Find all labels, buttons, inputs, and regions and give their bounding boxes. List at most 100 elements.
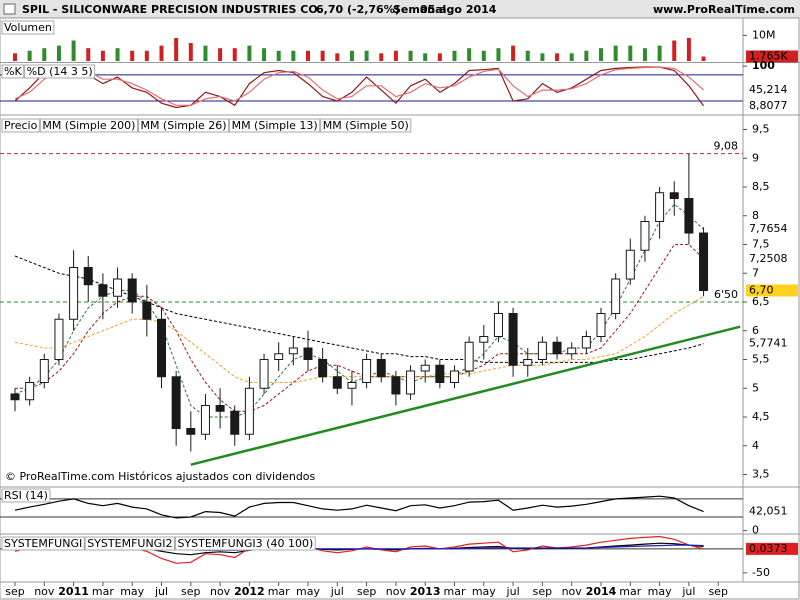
legend-box xyxy=(39,118,138,133)
legend-box xyxy=(1,64,25,79)
y-tick-label: 10M xyxy=(752,28,776,41)
volume-bar xyxy=(408,50,413,61)
y-tick-label: -50 xyxy=(752,566,770,579)
candle-body xyxy=(318,359,328,378)
series-line xyxy=(15,244,704,412)
value-marker-label: 42,051 xyxy=(749,505,788,518)
candle-body xyxy=(25,382,35,401)
candle-body xyxy=(69,267,79,320)
volume-bar xyxy=(276,50,281,61)
candle-body xyxy=(552,341,562,355)
legend-box xyxy=(24,64,96,79)
volume-bar xyxy=(144,50,149,61)
volume-bar xyxy=(599,48,603,61)
legend-label: MM (Simple 50) xyxy=(323,119,409,132)
volume-bar xyxy=(511,45,516,61)
candle-body xyxy=(640,221,650,251)
header-bar xyxy=(0,0,800,18)
legend-label: Volumen xyxy=(4,21,52,34)
legend-box xyxy=(229,118,321,133)
legend-box xyxy=(174,536,316,551)
volume-bar xyxy=(379,53,384,61)
candle-body xyxy=(508,313,518,366)
value-marker xyxy=(746,337,798,350)
volume-bar xyxy=(701,56,706,61)
candle-body xyxy=(493,313,503,337)
candle-body xyxy=(450,370,459,383)
candle-body xyxy=(684,198,694,234)
series-line xyxy=(14,66,704,106)
candle-body xyxy=(537,341,547,360)
candle-body xyxy=(171,376,181,429)
candle-body xyxy=(142,301,152,320)
candle-body xyxy=(669,192,679,199)
legend-label: RSI (14) xyxy=(4,489,48,502)
x-tick-label: sep xyxy=(181,585,200,598)
volume-bar xyxy=(262,48,267,61)
volume-bar xyxy=(364,50,369,61)
y-tick-label: 3,5 xyxy=(752,468,770,481)
candle-body xyxy=(244,387,254,435)
candle-body xyxy=(54,318,64,360)
level-label: 9,08 xyxy=(714,140,739,153)
value-marker-label: 7,7654 xyxy=(749,222,788,235)
candle-body xyxy=(113,278,123,297)
candle-body xyxy=(611,278,621,314)
candle-body xyxy=(699,232,709,291)
value-marker-label: 7,2508 xyxy=(749,252,788,265)
x-tick-label: 2012 xyxy=(234,585,265,598)
value-marker-label: 5,7741 xyxy=(749,337,788,350)
x-tick-label: may xyxy=(472,585,496,598)
volume-bar xyxy=(71,40,76,61)
level-label: 6'50 xyxy=(714,288,738,301)
legend-box xyxy=(1,118,40,133)
volume-bar xyxy=(306,50,310,61)
legend-label: SYSTEMFUNGI xyxy=(4,537,82,550)
candle-body xyxy=(215,405,225,412)
volume-bar xyxy=(525,50,530,61)
volume-bar xyxy=(56,45,61,61)
volume-bar xyxy=(349,50,354,61)
volume-bar xyxy=(42,48,47,61)
legend-label: SYSTEMFUNGI3 (40 100) xyxy=(177,537,313,550)
candle-body xyxy=(655,192,665,222)
y-tick-label: 100 xyxy=(752,59,775,72)
volume-bar xyxy=(188,43,193,61)
volume-bar xyxy=(628,45,633,61)
x-tick-label: nov xyxy=(210,585,231,598)
x-tick-label: may xyxy=(120,585,144,598)
candle-body xyxy=(596,313,606,337)
y-tick-label: 0 xyxy=(752,524,759,537)
volume-bar xyxy=(613,45,618,61)
candle-body xyxy=(10,393,20,401)
x-tick-label: nov xyxy=(34,585,55,598)
candle-body xyxy=(347,382,357,389)
candle-body xyxy=(376,359,386,378)
value-marker xyxy=(746,223,798,236)
volume-bar xyxy=(496,48,501,61)
trendline xyxy=(190,325,741,466)
candle-body xyxy=(200,405,210,435)
legend-box xyxy=(1,536,85,551)
legend-label: MM (Simple 26) xyxy=(140,119,226,132)
candle-body xyxy=(98,284,108,297)
volume-bar xyxy=(218,48,223,61)
candle-body xyxy=(230,410,240,435)
y-tick-label: 5 xyxy=(752,381,759,394)
volume-bar xyxy=(100,50,105,61)
candle-body xyxy=(523,359,533,366)
y-tick-label: 4,5 xyxy=(752,410,770,423)
candle-body xyxy=(420,364,430,372)
legend-box xyxy=(320,118,412,133)
candle-body xyxy=(332,376,342,389)
x-tick-label: mar xyxy=(444,585,466,598)
y-tick-label: 8,5 xyxy=(752,180,770,193)
candle-body xyxy=(127,278,137,303)
value-marker xyxy=(746,84,798,97)
date: 05 ago 2014 xyxy=(420,3,497,16)
volume-bar xyxy=(203,45,208,61)
y-tick-label: 6,5 xyxy=(752,295,770,308)
frame xyxy=(0,17,800,600)
value-marker-label: 6,70 xyxy=(749,284,774,297)
volume-bar xyxy=(569,53,574,61)
